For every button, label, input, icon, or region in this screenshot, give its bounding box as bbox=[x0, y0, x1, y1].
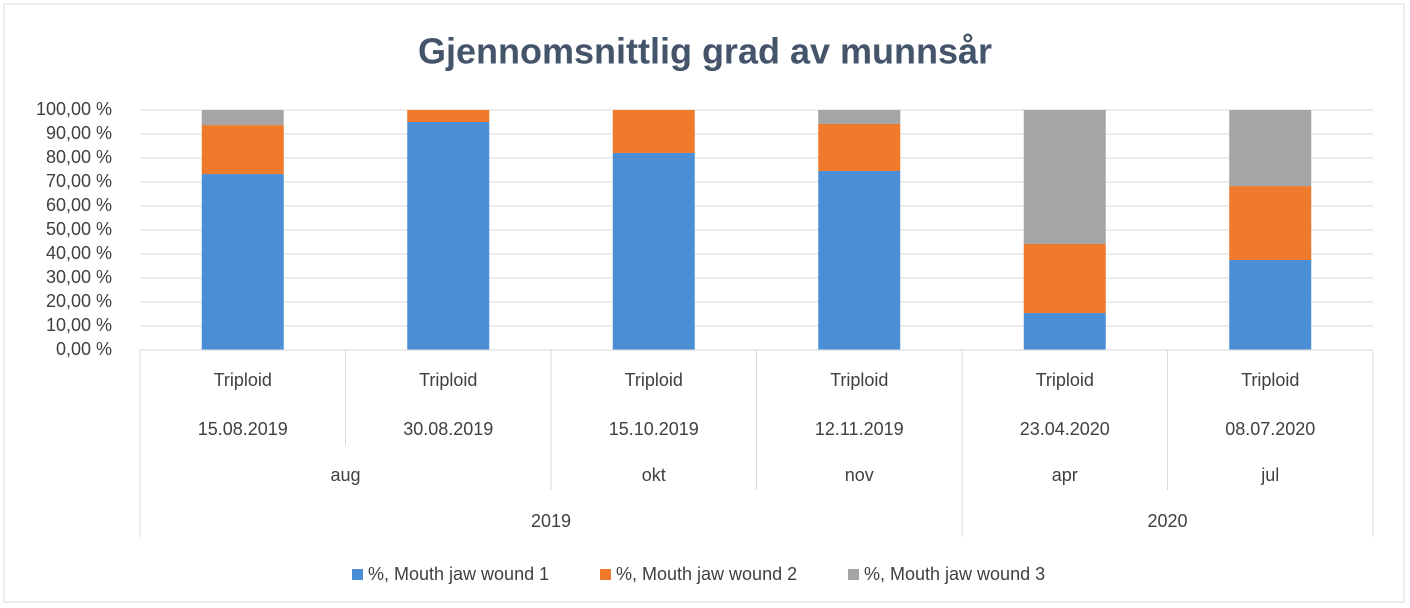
x-tick-label: Triploid bbox=[419, 370, 477, 390]
month-label: apr bbox=[1052, 465, 1078, 485]
month-label: nov bbox=[845, 465, 874, 485]
y-tick-label: 10,00 % bbox=[46, 315, 112, 335]
bar-segment bbox=[407, 110, 490, 122]
legend-label: %, Mouth jaw wound 2 bbox=[616, 564, 797, 584]
legend-swatch bbox=[352, 569, 363, 580]
bar-segment bbox=[1229, 186, 1312, 260]
y-tick-label: 70,00 % bbox=[46, 171, 112, 191]
year-label: 2019 bbox=[531, 511, 571, 531]
month-label: aug bbox=[330, 465, 360, 485]
legend-swatch bbox=[600, 569, 611, 580]
y-tick-label: 50,00 % bbox=[46, 219, 112, 239]
y-tick-label: 80,00 % bbox=[46, 147, 112, 167]
bar-segment bbox=[201, 174, 284, 350]
bar-segment bbox=[612, 152, 695, 350]
bar-segment bbox=[818, 123, 901, 171]
bar-segment bbox=[1229, 260, 1312, 350]
x-tick-label: 15.08.2019 bbox=[198, 419, 288, 439]
x-tick-label: 30.08.2019 bbox=[403, 419, 493, 439]
y-tick-label: 40,00 % bbox=[46, 243, 112, 263]
bar-segment bbox=[1023, 313, 1106, 350]
bar-segment bbox=[1023, 110, 1106, 244]
x-tick-label: Triploid bbox=[1241, 370, 1299, 390]
y-tick-label: 60,00 % bbox=[46, 195, 112, 215]
bar-segment bbox=[201, 110, 284, 126]
bar-segment bbox=[612, 110, 695, 153]
x-tick-label: 15.10.2019 bbox=[609, 419, 699, 439]
y-tick-label: 20,00 % bbox=[46, 291, 112, 311]
bar-segment bbox=[1023, 243, 1106, 314]
year-label: 2020 bbox=[1147, 511, 1187, 531]
x-tick-label: 08.07.2020 bbox=[1225, 419, 1315, 439]
bar-segment bbox=[201, 125, 284, 175]
x-tick-label: 23.04.2020 bbox=[1020, 419, 1110, 439]
x-tick-label: Triploid bbox=[625, 370, 683, 390]
y-tick-label: 90,00 % bbox=[46, 123, 112, 143]
y-tick-label: 0,00 % bbox=[56, 339, 112, 359]
bar-segment bbox=[818, 170, 901, 350]
x-tick-label: 12.11.2019 bbox=[815, 419, 904, 439]
x-tick-label: Triploid bbox=[1036, 370, 1094, 390]
bar-segment bbox=[407, 122, 490, 350]
bar-segment bbox=[1229, 110, 1312, 187]
x-tick-label: Triploid bbox=[830, 370, 888, 390]
legend-label: %, Mouth jaw wound 1 bbox=[368, 564, 549, 584]
y-tick-label: 30,00 % bbox=[46, 267, 112, 287]
month-label: okt bbox=[642, 465, 666, 485]
y-tick-label: 100,00 % bbox=[36, 99, 112, 119]
chart-title: Gjennomsnittlig grad av munnsår bbox=[418, 31, 992, 72]
legend-label: %, Mouth jaw wound 3 bbox=[864, 564, 1045, 584]
x-tick-label: Triploid bbox=[214, 370, 272, 390]
bar-segment bbox=[818, 110, 901, 124]
month-label: jul bbox=[1260, 465, 1279, 485]
legend-swatch bbox=[848, 569, 859, 580]
